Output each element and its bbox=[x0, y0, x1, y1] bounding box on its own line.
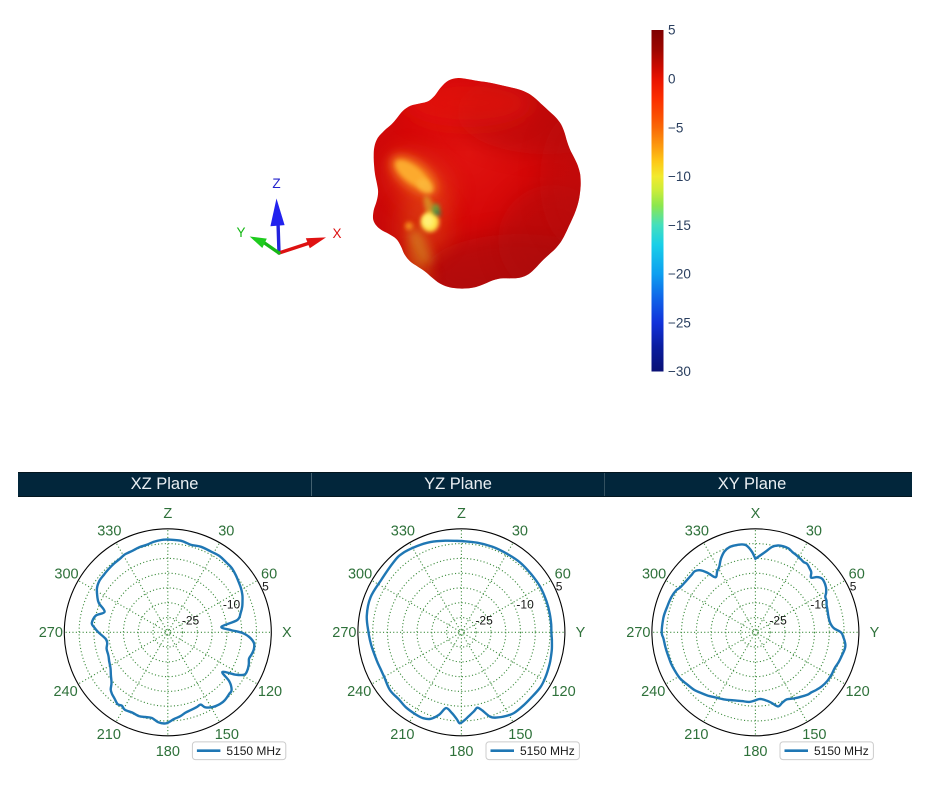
svg-text:60: 60 bbox=[261, 566, 277, 582]
svg-text:120: 120 bbox=[258, 684, 282, 700]
svg-text:−30: −30 bbox=[668, 364, 691, 379]
svg-text:330: 330 bbox=[391, 524, 415, 540]
svg-text:330: 330 bbox=[97, 524, 121, 540]
svg-text:Z: Z bbox=[457, 506, 466, 522]
svg-text:−15: −15 bbox=[668, 218, 691, 233]
svg-text:270: 270 bbox=[39, 625, 63, 641]
svg-text:5: 5 bbox=[668, 23, 676, 38]
svg-text:X: X bbox=[282, 625, 292, 641]
svg-text:0: 0 bbox=[668, 72, 676, 87]
svg-text:−25: −25 bbox=[668, 315, 691, 330]
svg-text:5150 MHz: 5150 MHz bbox=[226, 744, 281, 758]
svg-text:210: 210 bbox=[97, 727, 121, 743]
svg-text:-10: -10 bbox=[223, 598, 241, 612]
svg-text:Z: Z bbox=[163, 506, 172, 522]
svg-text:Z: Z bbox=[272, 176, 280, 191]
svg-text:270: 270 bbox=[332, 625, 356, 641]
svg-text:−20: −20 bbox=[668, 267, 691, 282]
svg-text:60: 60 bbox=[555, 566, 571, 582]
svg-text:5150 MHz: 5150 MHz bbox=[520, 744, 575, 758]
svg-text:Y: Y bbox=[236, 225, 245, 240]
svg-text:180: 180 bbox=[743, 744, 767, 760]
svg-text:-25: -25 bbox=[769, 614, 787, 628]
svg-text:300: 300 bbox=[348, 566, 372, 582]
svg-text:−5: −5 bbox=[668, 120, 683, 135]
svg-text:270: 270 bbox=[626, 625, 650, 641]
svg-text:240: 240 bbox=[641, 684, 665, 700]
svg-text:X: X bbox=[751, 506, 761, 522]
svg-text:-25: -25 bbox=[475, 614, 493, 628]
svg-text:30: 30 bbox=[512, 524, 528, 540]
svg-text:X: X bbox=[332, 226, 341, 241]
svg-text:60: 60 bbox=[849, 566, 865, 582]
svg-text:300: 300 bbox=[54, 566, 78, 582]
svg-text:30: 30 bbox=[806, 524, 822, 540]
svg-text:−10: −10 bbox=[668, 169, 691, 184]
svg-text:150: 150 bbox=[215, 727, 239, 743]
svg-text:240: 240 bbox=[53, 684, 77, 700]
svg-text:180: 180 bbox=[449, 744, 473, 760]
svg-text:150: 150 bbox=[802, 727, 826, 743]
svg-text:300: 300 bbox=[642, 566, 666, 582]
svg-text:5150 MHz: 5150 MHz bbox=[814, 744, 869, 758]
svg-text:180: 180 bbox=[156, 744, 180, 760]
svg-text:210: 210 bbox=[684, 727, 708, 743]
svg-text:5: 5 bbox=[850, 580, 857, 594]
svg-text:330: 330 bbox=[685, 524, 709, 540]
svg-text:-10: -10 bbox=[516, 598, 534, 612]
svg-text:Y: Y bbox=[870, 625, 880, 641]
svg-text:5: 5 bbox=[556, 580, 563, 594]
svg-text:-10: -10 bbox=[810, 598, 828, 612]
svg-text:210: 210 bbox=[390, 727, 414, 743]
svg-text:240: 240 bbox=[347, 684, 371, 700]
svg-text:120: 120 bbox=[551, 684, 575, 700]
svg-text:-25: -25 bbox=[182, 614, 200, 628]
svg-text:30: 30 bbox=[218, 524, 234, 540]
svg-text:Y: Y bbox=[576, 625, 586, 641]
svg-text:120: 120 bbox=[845, 684, 869, 700]
svg-text:5: 5 bbox=[262, 580, 269, 594]
svg-text:150: 150 bbox=[508, 727, 532, 743]
